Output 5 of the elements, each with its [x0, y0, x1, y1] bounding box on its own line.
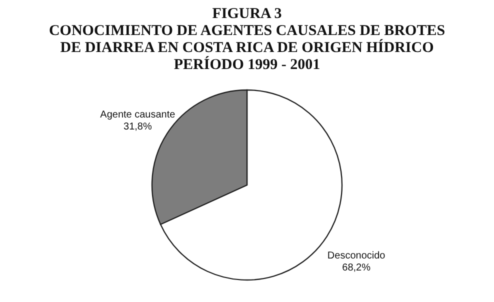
slice-label: Desconocido: [327, 250, 386, 262]
slice-label: Agente causante: [100, 110, 176, 121]
data-label: 31,8%: [124, 122, 152, 133]
data-label: 68,2%: [342, 262, 371, 274]
chart-title: FIGURA 3 CONOCIMIENTO DE AGENTES CAUSALES DE BROTES DE DIARREA EN COSTA RICA DE ORIGEN HÍDRICO PERÍODO 1999 - 2001: [48, 6, 446, 73]
